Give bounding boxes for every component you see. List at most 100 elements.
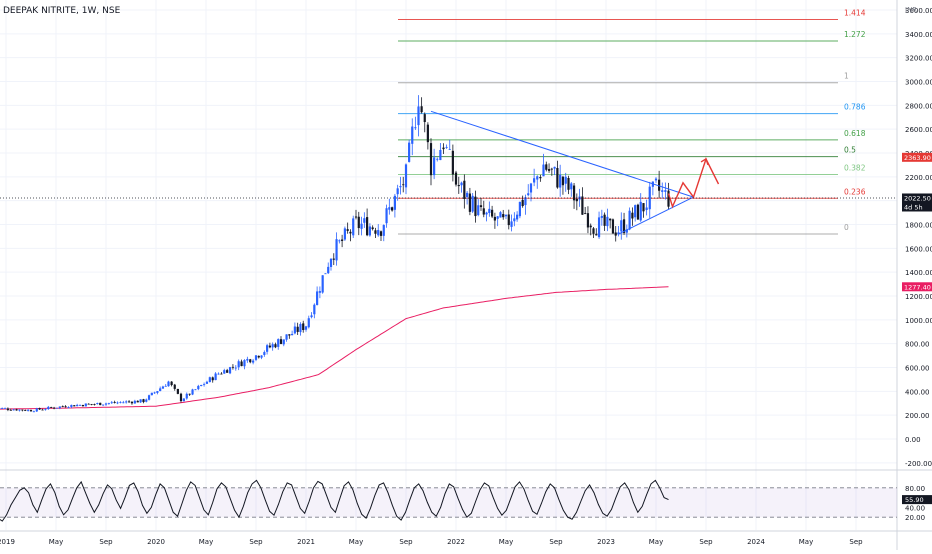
candle-body	[417, 106, 419, 125]
price-tick-label: 600.00	[905, 365, 930, 373]
candle-body	[90, 404, 92, 405]
price-tick-label: 3200.00	[905, 55, 932, 63]
candle-body	[427, 125, 429, 143]
candle-body	[114, 402, 116, 403]
candle-body	[355, 217, 357, 218]
candle-body	[634, 205, 636, 217]
candle-body	[47, 407, 49, 409]
candle-body	[206, 382, 208, 384]
candle-body	[21, 410, 23, 411]
candle-body	[477, 205, 479, 215]
candle-body	[319, 291, 321, 293]
candle-body	[655, 179, 657, 181]
candle-body	[508, 214, 510, 225]
candle-body	[358, 217, 360, 228]
candle-body	[399, 186, 401, 187]
price-tick-label: 3000.00	[905, 79, 932, 87]
time-tick-label: May	[499, 538, 513, 546]
price-tick-label: 1200.00	[905, 293, 932, 301]
candle-body	[536, 176, 538, 179]
candle-body	[4, 408, 6, 409]
candle-body	[223, 370, 225, 373]
candle-body	[171, 382, 173, 385]
time-tick-label: May	[199, 538, 213, 546]
candle-body	[524, 197, 526, 205]
candle-body	[330, 259, 332, 267]
candle-body	[137, 401, 139, 403]
fib-level-label: 1	[844, 72, 849, 81]
candle-body	[140, 399, 142, 402]
price-tick-label: 2800.00	[905, 102, 932, 110]
candle-body	[85, 404, 87, 407]
candle-body	[255, 355, 257, 360]
candle-body	[497, 216, 499, 219]
chart-title: DEEPAK NITRITE, 1W, NSE	[3, 6, 121, 16]
candle-body	[220, 374, 222, 375]
candle-body	[122, 402, 124, 403]
candle-body	[308, 318, 310, 327]
candle-body	[93, 404, 95, 405]
candle-body	[449, 149, 451, 150]
candle-body	[460, 183, 462, 186]
candle-body	[559, 175, 561, 188]
candle-body	[606, 217, 608, 226]
candle-body	[576, 199, 578, 201]
time-tick-label: May	[649, 538, 663, 546]
time-tick-label: Sep	[699, 538, 713, 546]
candle-body	[119, 402, 121, 403]
candle-body	[601, 216, 603, 218]
candle-body	[349, 232, 351, 234]
candle-body	[485, 213, 487, 215]
candle-body	[240, 362, 242, 367]
candle-body	[510, 221, 512, 226]
candle-body	[209, 377, 211, 382]
candle-body	[430, 143, 432, 175]
candle-body	[570, 183, 572, 189]
time-tick-label: Sep	[549, 538, 563, 546]
candle-body	[56, 408, 58, 409]
candle-body	[151, 393, 153, 395]
candle-body	[263, 352, 265, 355]
time-tick-label: 2019	[0, 538, 15, 546]
candle-body	[640, 202, 642, 221]
price-badge-label: 2363.90	[904, 154, 931, 162]
candle-body	[327, 267, 329, 273]
candle-body	[102, 405, 104, 406]
candle-body	[180, 394, 182, 401]
candle-body	[39, 408, 41, 409]
candle-body	[446, 147, 448, 148]
candle-body	[272, 344, 274, 347]
candle-body	[76, 405, 78, 406]
candle-body	[65, 406, 67, 407]
candle-body	[469, 194, 471, 212]
candle-body	[62, 406, 64, 407]
candle-body	[545, 164, 547, 169]
candle-body	[374, 230, 376, 233]
time-tick-label: Sep	[399, 538, 413, 546]
candle-body	[108, 403, 110, 404]
candle-body	[369, 226, 371, 235]
candle-body	[664, 190, 666, 192]
candle-body	[186, 394, 188, 399]
candle-body	[411, 127, 413, 144]
candle-body	[1, 408, 3, 409]
candle-body	[587, 213, 589, 227]
candle-body	[421, 106, 423, 112]
candle-body	[88, 404, 90, 405]
price-tick-label: 1800.00	[905, 222, 932, 230]
candle-body	[324, 273, 326, 274]
candle-body	[162, 387, 164, 389]
candle-body	[165, 386, 167, 387]
candle-body	[347, 229, 349, 231]
candle-body	[310, 315, 312, 317]
candle-body	[252, 361, 254, 363]
candle-body	[238, 361, 240, 367]
candle-body	[344, 228, 346, 239]
candle-body	[414, 127, 416, 128]
rsi-band-fill	[0, 488, 897, 517]
candle-body	[232, 367, 234, 368]
candle-body	[667, 191, 669, 207]
candle-body	[111, 402, 113, 403]
candle-body	[322, 275, 324, 292]
candle-body	[439, 150, 441, 160]
